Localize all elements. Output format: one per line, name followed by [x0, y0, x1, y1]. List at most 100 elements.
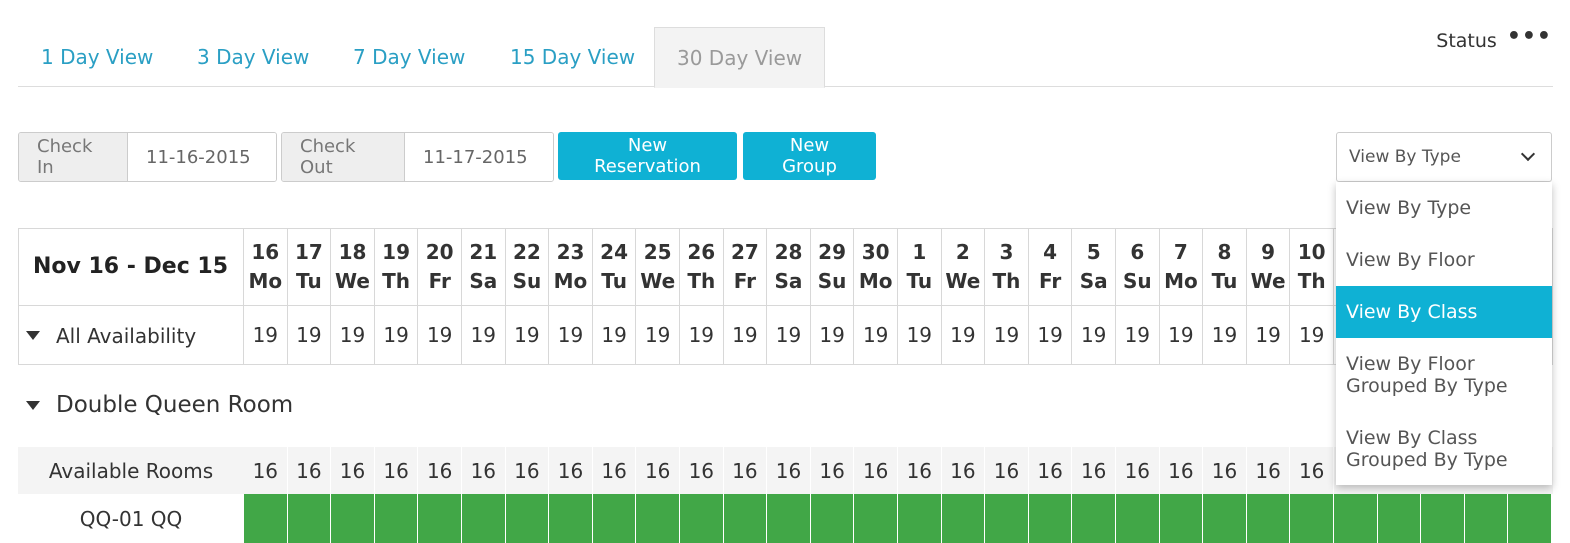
more-options-icon[interactable]: •••: [1506, 24, 1552, 49]
available-rooms-cell: 16: [1160, 447, 1204, 494]
available-rooms-label: Available Rooms: [48, 458, 214, 483]
calendar-header: [18, 228, 1553, 365]
room-day-cell[interactable]: [1246, 494, 1291, 543]
day-number: 3: [999, 240, 1014, 264]
room-day-cell[interactable]: [1334, 494, 1378, 543]
room-day-cell[interactable]: [1290, 494, 1334, 543]
day-of-week: Fr: [428, 269, 451, 293]
day-number: 23: [556, 240, 585, 264]
available-rooms-cell: 16: [985, 447, 1029, 494]
available-rooms-cell: 16: [1072, 447, 1116, 494]
tab-1-day-view[interactable]: 1 Day View: [41, 45, 154, 69]
room-day-cell[interactable]: [767, 494, 811, 543]
availability-cell: 19: [854, 306, 898, 364]
day-number: 22: [512, 240, 541, 264]
room-day-cell[interactable]: [1072, 494, 1116, 543]
room-day-cell[interactable]: [854, 494, 898, 543]
room-day-cell[interactable]: [898, 494, 942, 543]
header-divider: [18, 305, 1553, 306]
available-rooms-cell: 16: [1247, 447, 1291, 494]
day-header: 18 We: [331, 229, 375, 305]
day-of-week: We: [640, 269, 676, 293]
menu-item-view-by-class-grouped[interactable]: View By Class Grouped By Type: [1346, 427, 1508, 471]
day-number: 24: [600, 240, 629, 264]
menu-item-view-by-type[interactable]: View By Type: [1346, 197, 1472, 219]
available-rooms-cell: 16: [288, 447, 332, 494]
tab-15-day-view[interactable]: 15 Day View: [510, 45, 636, 69]
new-reservation-button[interactable]: New Reservation: [558, 132, 737, 180]
room-day-cell[interactable]: [1116, 494, 1160, 543]
available-rooms-cell: 16: [549, 447, 593, 494]
room-day-cell[interactable]: [941, 494, 986, 543]
room-day-cell[interactable]: [1028, 494, 1073, 543]
day-of-week: Mo: [1164, 269, 1198, 293]
availability-cell: 19: [375, 306, 419, 364]
day-header: 17 Tu: [288, 229, 332, 305]
day-of-week: Sa: [469, 269, 498, 293]
check-in-label: Check In: [19, 133, 128, 181]
available-rooms-cell: 16: [636, 447, 680, 494]
day-number: 19: [382, 240, 411, 264]
room-day-cell[interactable]: [810, 494, 855, 543]
room-day-cell[interactable]: [1552, 494, 1553, 543]
room-day-cell[interactable]: [462, 494, 506, 543]
availability-cell: 19: [1160, 306, 1204, 364]
available-rooms-cell: 16: [244, 447, 288, 494]
room-day-cell[interactable]: [985, 494, 1029, 543]
room-day-cell[interactable]: [723, 494, 768, 543]
room-day-cell[interactable]: [244, 494, 288, 543]
new-group-button[interactable]: New Group: [743, 132, 876, 180]
room-day-cell[interactable]: [1508, 494, 1552, 543]
room-day-cell[interactable]: [418, 494, 462, 543]
day-of-week: Su: [1122, 269, 1152, 293]
status-label: Status: [1436, 30, 1497, 52]
day-header: 9 We: [1247, 229, 1291, 305]
tab-3-day-view[interactable]: 3 Day View: [197, 45, 310, 69]
tab-30-day-view[interactable]: 30 Day View: [654, 27, 826, 88]
menu-item-view-by-floor-grouped[interactable]: View By Floor Grouped By Type: [1346, 353, 1508, 397]
day-number: 18: [338, 240, 367, 264]
day-number: 20: [425, 240, 454, 264]
room-day-cell[interactable]: [287, 494, 332, 543]
day-of-week: Mo: [248, 269, 283, 293]
menu-item-view-by-class[interactable]: View By Class: [1336, 286, 1552, 338]
available-rooms-cell: 16: [724, 447, 768, 494]
day-number: 2: [955, 240, 970, 264]
room-day-cell[interactable]: [1421, 494, 1465, 543]
room-day-cell[interactable]: [549, 494, 593, 543]
day-of-week: Th: [992, 269, 1021, 293]
day-header: 25 We: [636, 229, 680, 305]
room-day-cell[interactable]: [592, 494, 637, 543]
view-by-select[interactable]: View By Type: [1336, 132, 1552, 182]
room-day-cell[interactable]: [1464, 494, 1509, 543]
available-rooms-cell: 16: [593, 447, 637, 494]
room-day-cell[interactable]: [1159, 494, 1204, 543]
day-header: 1 Tu: [898, 229, 942, 305]
room-day-cell[interactable]: [680, 494, 724, 543]
availability-cell: 19: [506, 306, 550, 364]
availability-cell: 19: [462, 306, 506, 364]
room-day-cell[interactable]: [505, 494, 550, 543]
check-in-input[interactable]: [128, 133, 276, 181]
tab-7-day-view[interactable]: 7 Day View: [353, 45, 466, 69]
all-availability-label: All Availability: [56, 323, 197, 348]
day-header: 23 Mo: [549, 229, 593, 305]
day-number: 27: [730, 240, 759, 264]
room-day-cell[interactable]: [374, 494, 419, 543]
day-number: 26: [687, 240, 716, 264]
day-header: 4 Fr: [1029, 229, 1073, 305]
menu-item-view-by-floor[interactable]: View By Floor: [1346, 249, 1475, 271]
day-of-week: Su: [512, 269, 542, 293]
room-day-cell[interactable]: [1377, 494, 1422, 543]
status-menu[interactable]: Status •••: [1436, 24, 1552, 53]
room-day-cell[interactable]: [331, 494, 375, 543]
room-day-cell[interactable]: [1203, 494, 1247, 543]
all-availability-toggle[interactable]: All Availability: [18, 306, 244, 365]
check-out-input[interactable]: [405, 133, 553, 181]
room-day-cell[interactable]: [636, 494, 680, 543]
availability-cell: 19: [1029, 306, 1073, 364]
availability-cell: 19: [549, 306, 593, 364]
room-group-toggle[interactable]: Double Queen Room: [26, 392, 293, 418]
day-number: 17: [294, 240, 323, 264]
availability-cell: 19: [331, 306, 375, 364]
